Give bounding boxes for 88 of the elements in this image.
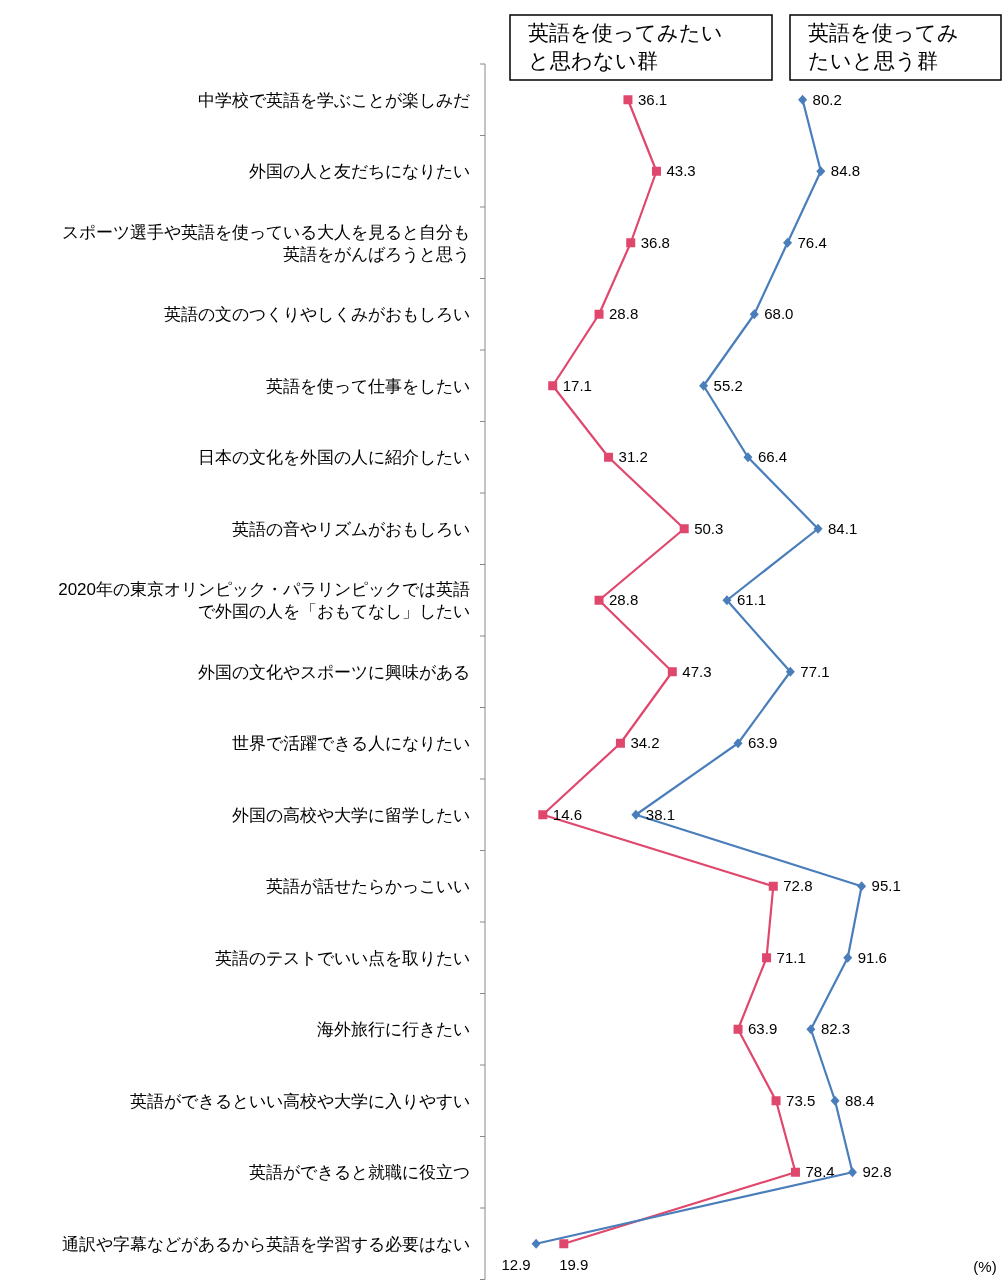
data-label: 76.4: [797, 233, 827, 251]
point: [631, 809, 641, 820]
point: [806, 1024, 816, 1035]
point: [816, 166, 826, 177]
data-label: 84.1: [828, 519, 858, 537]
data-label: 72.8: [783, 877, 813, 895]
data-label: 43.3: [666, 162, 696, 180]
series-label: 英語を使ってみたいと思う群: [808, 21, 959, 72]
y-tick-label: 中学校で英語を学ぶことが楽しみだ: [198, 90, 470, 110]
data-label: 28.8: [609, 591, 639, 609]
data-label: 68.0: [764, 305, 794, 323]
data-label: 92.8: [862, 1163, 892, 1181]
data-label: 47.3: [682, 662, 712, 680]
data-label: 12.9: [501, 1255, 531, 1273]
y-tick-label: 海外旅行に行きたい: [317, 1020, 470, 1040]
data-label: 77.1: [800, 662, 830, 680]
y-tick-label: 日本の文化を外国の人に紹介したい: [198, 448, 470, 468]
y-tick-label: 英語が話せたらかっこいい: [266, 877, 470, 897]
data-label: 71.1: [776, 948, 806, 966]
y-tick-label: 世界で活躍できる人になりたい: [232, 734, 470, 754]
data-label: 88.4: [845, 1091, 875, 1109]
point: [798, 94, 808, 105]
y-tick-label: 英語ができると就職に役立つ: [249, 1163, 470, 1183]
y-tick-label: 英語ができるといい高校や大学に入りやすい: [130, 1091, 470, 1111]
point: [847, 1167, 857, 1178]
data-label: 63.9: [748, 1020, 778, 1038]
data-label: 80.2: [812, 90, 842, 108]
data-label: 31.2: [618, 448, 648, 466]
y-tick-label: 英語の音やリズムがおもしろい: [232, 519, 470, 539]
text: 英語を使ってみたいと思わない群: [528, 21, 723, 72]
point: [733, 738, 743, 749]
data-label: 61.1: [736, 591, 767, 609]
point: [594, 309, 604, 319]
point: [771, 1096, 781, 1106]
data-label: 95.1: [871, 877, 901, 895]
data-label: 91.6: [857, 948, 887, 966]
point: [783, 237, 793, 248]
y-tick-label: スポーツ選手や英語を使っている大人を見ると自分も英語をがんばろうと思う: [62, 222, 470, 264]
data-label: 38.1: [645, 805, 676, 823]
point: [743, 452, 753, 463]
data-label: 84.8: [830, 162, 861, 180]
point: [790, 1167, 800, 1177]
point: [857, 881, 867, 892]
point: [623, 95, 633, 105]
y-tick-label: 英語のテストでいい点を取りたい: [215, 948, 470, 968]
point: [626, 238, 636, 248]
point: [813, 523, 823, 534]
y-tick-label: 英語を使って仕事をしたい: [266, 376, 470, 396]
point: [768, 881, 778, 891]
data-label: 66.4: [757, 448, 788, 466]
point: [843, 952, 853, 963]
text: (%): [973, 1258, 997, 1275]
y-tick-label: 通訳や字幕などがあるから英語を学習する必要はない: [62, 1234, 470, 1254]
data-label: 19.9: [559, 1255, 589, 1273]
point: [651, 166, 661, 176]
data-label: 82.3: [820, 1020, 851, 1038]
point: [594, 595, 604, 605]
point: [699, 380, 709, 391]
point: [604, 452, 614, 462]
point: [830, 1095, 840, 1106]
point: [615, 738, 625, 748]
point: [762, 953, 772, 963]
point: [548, 381, 558, 391]
data-label: 78.4: [805, 1163, 835, 1181]
y-tick-label: 英語の文のつくりやしくみがおもしろい: [164, 305, 470, 325]
data-label: 14.6: [552, 805, 583, 823]
point: [667, 667, 677, 677]
y-tick-label: 外国の高校や大学に留学したい: [232, 805, 470, 825]
y-tick-label: 外国の人と友だちになりたい: [249, 162, 470, 182]
point: [538, 810, 548, 820]
point: [785, 666, 795, 677]
data-label: 36.1: [637, 90, 668, 108]
data-label: 50.3: [694, 519, 724, 537]
data-label: 73.5: [786, 1091, 816, 1109]
point: [559, 1239, 569, 1249]
data-label: 28.8: [609, 305, 639, 323]
data-label: 34.2: [630, 734, 660, 752]
point: [733, 1024, 743, 1034]
y-tick-label: 外国の文化やスポーツに興味がある: [198, 662, 470, 682]
data-label: 17.1: [562, 376, 592, 394]
point: [722, 595, 732, 606]
point: [531, 1238, 541, 1249]
point: [679, 524, 689, 534]
data-label: 36.8: [640, 233, 670, 251]
data-label: 63.9: [748, 734, 778, 752]
y-tick-label: 2020年の東京オリンピック・パラリンピックでは英語で外国の人を「おもてなし」したい: [58, 580, 470, 622]
point: [749, 309, 759, 320]
data-label: 55.2: [713, 376, 743, 394]
